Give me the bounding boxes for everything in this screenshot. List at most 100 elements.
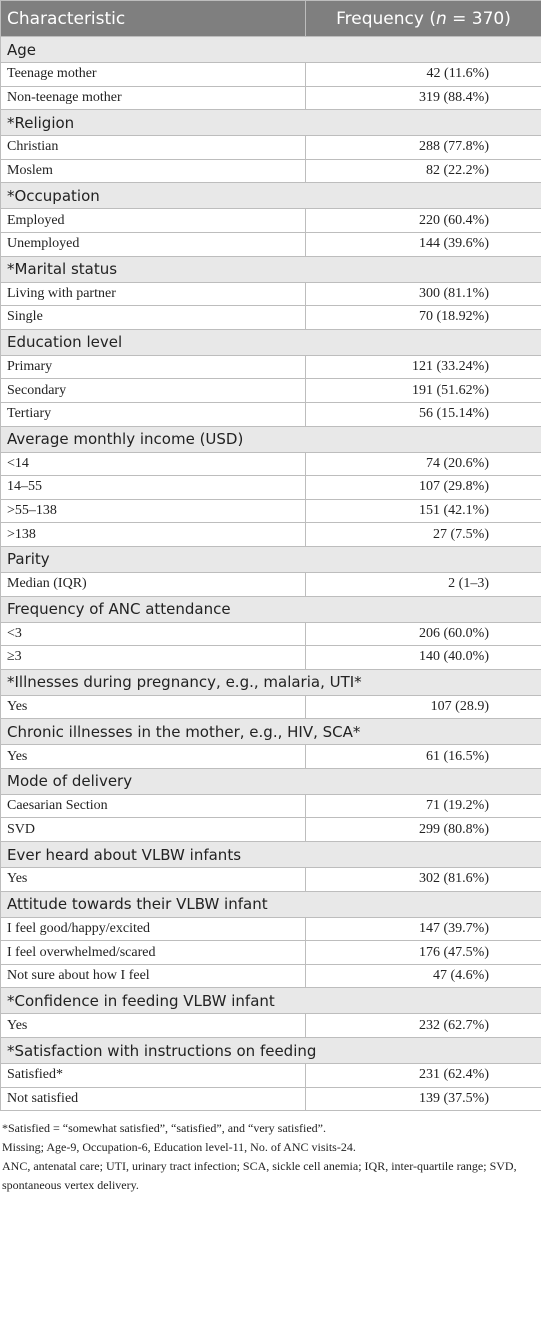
row-label: Secondary [0,378,306,403]
row-label: Living with partner [0,281,306,307]
table: Characteristic Frequency (n = 370) Age Te… [0,0,541,1112]
data-row: I feel good/happy/excited 147 (39.7%) [0,916,541,942]
row-value: 232 (62.7%) [305,1013,541,1039]
section-title: Mode of delivery [0,767,541,795]
row-label: I feel good/happy/excited [0,916,306,942]
table-body: Age Teenage mother 42 (11.6%) Non-teenage m… [0,36,541,1112]
row-label: Not sure about how I feel [0,963,306,989]
data-row: Caesarian Section 71 (19.2%) [0,793,541,819]
row-value: 56 (15.14%) [305,401,541,427]
row-label: Employed [0,208,306,233]
data-row: <3 206 (60.0%) [0,621,541,647]
section-row: *Occupation [0,182,541,210]
row-label: >55–138 [0,498,306,524]
row-label: Median (IQR) [0,571,306,597]
section-row: Mode of delivery [0,767,541,795]
row-label: 14–55 [0,475,306,500]
data-row: Yes 61 (16.5%) [0,744,541,769]
footnote: *Satisfied = “somewhat satisfied”, “sati… [2,1121,326,1136]
row-value: 2 (1–3) [305,571,541,597]
data-row: Secondary 191 (51.62%) [0,378,541,403]
row-value: 140 (40.0%) [305,645,541,670]
header-text: = 370) [446,8,511,29]
data-row: >138 27 (7.5%) [0,522,541,547]
data-row: Yes 232 (62.7%) [0,1013,541,1039]
row-value: 300 (81.1%) [305,281,541,307]
section-title: *Confidence in feeding VLBW infant [0,987,541,1015]
row-label: Primary [0,354,306,380]
data-row: I feel overwhelmed/scared 176 (47.5%) [0,940,541,965]
row-label: Satisfied* [0,1063,306,1088]
row-label: Not satisfied [0,1086,306,1112]
row-label: <14 [0,451,306,477]
row-value: 82 (22.2%) [305,158,541,184]
row-label: Yes [0,867,306,892]
data-row: ≥3 140 (40.0%) [0,645,541,670]
section-row: *Marital status [0,255,541,283]
row-value: 302 (81.6%) [305,867,541,892]
data-row: Teenage mother 42 (11.6%) [0,62,541,87]
row-label: Unemployed [0,231,306,257]
row-label: Christian [0,135,306,160]
data-row: Not satisfied 139 (37.5%) [0,1086,541,1112]
row-value: 176 (47.5%) [305,940,541,965]
section-row: Education level [0,328,541,356]
section-title: Age [0,36,541,63]
data-row: SVD 299 (80.8%) [0,817,541,843]
data-row: Yes 107 (28.9) [0,694,541,720]
section-title: *Satisfaction with instructions on feedi… [0,1037,541,1065]
section-row: Age [0,36,541,63]
data-row: >55–138 151 (42.1%) [0,498,541,524]
row-value: 144 (39.6%) [305,231,541,257]
row-value: 206 (60.0%) [305,621,541,647]
row-label: Yes [0,1013,306,1039]
header-text: n [435,8,447,29]
row-value: 220 (60.4%) [305,208,541,233]
section-title: *Illnesses during pregnancy, e.g., malar… [0,668,541,696]
data-row: Single 70 (18.92%) [0,305,541,330]
section-title: *Religion [0,109,541,137]
data-row: Tertiary 56 (15.14%) [0,401,541,427]
data-row: Moslem 82 (22.2%) [0,158,541,184]
section-title: Attitude towards their VLBW infant [0,890,541,918]
row-label: <3 [0,621,306,647]
data-row: <14 74 (20.6%) [0,451,541,477]
row-value: 47 (4.6%) [305,963,541,989]
section-row: *Illnesses during pregnancy, e.g., malar… [0,668,541,696]
row-value: 147 (39.7%) [305,916,541,942]
header-cell: Frequency (n = 370) [305,0,541,37]
row-value: 61 (16.5%) [305,744,541,769]
section-row: Frequency of ANC attendance [0,595,541,623]
section-row: *Confidence in feeding VLBW infant [0,987,541,1015]
row-value: 151 (42.1%) [305,498,541,524]
row-value: 70 (18.92%) [305,305,541,330]
row-label: Moslem [0,158,306,184]
data-row: Not sure about how I feel 47 (4.6%) [0,963,541,989]
section-title: Education level [0,328,541,356]
section-title: *Marital status [0,255,541,283]
row-value: 42 (11.6%) [305,62,541,87]
row-value: 107 (29.8%) [305,475,541,500]
section-row: Chronic illnesses in the mother, e.g., H… [0,718,541,746]
section-row: Average monthly income (USD) [0,425,541,453]
row-label: Yes [0,694,306,720]
section-row: Parity [0,545,541,573]
row-label: ≥3 [0,645,306,670]
section-title: Average monthly income (USD) [0,425,541,453]
footnote: ANC, antenatal care; UTI, urinary tract … [2,1159,517,1193]
section-row: *Religion [0,109,541,137]
row-value: 74 (20.6%) [305,451,541,477]
row-label: I feel overwhelmed/scared [0,940,306,965]
row-value: 139 (37.5%) [305,1086,541,1112]
data-row: Median (IQR) 2 (1–3) [0,571,541,597]
footnote: Missing; Age-9, Occupation-6, Education … [2,1140,356,1155]
data-row: Primary 121 (33.24%) [0,354,541,380]
data-row: 14–55 107 (29.8%) [0,475,541,500]
row-label: Yes [0,744,306,769]
section-title: Parity [0,545,541,573]
section-row: *Satisfaction with instructions on feedi… [0,1037,541,1065]
row-value: 299 (80.8%) [305,817,541,843]
data-row: Living with partner 300 (81.1%) [0,281,541,307]
row-label: >138 [0,522,306,547]
